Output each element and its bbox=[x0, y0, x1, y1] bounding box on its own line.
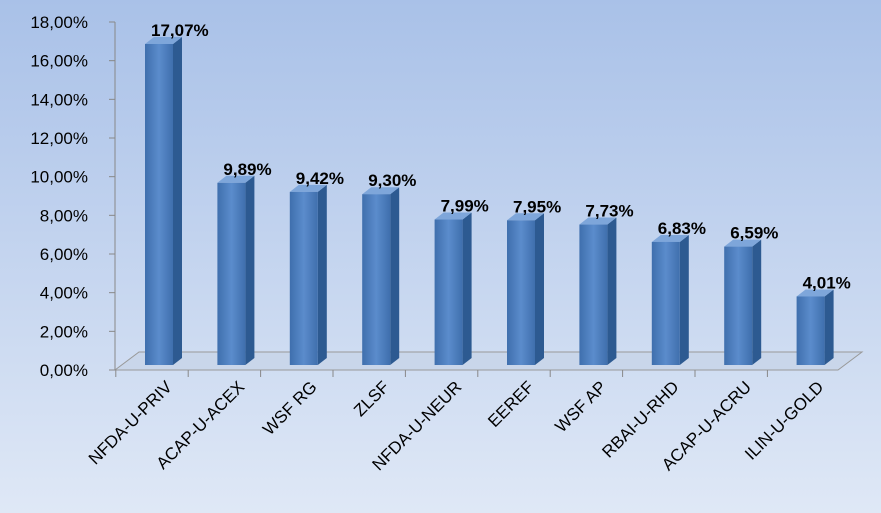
bar-top bbox=[362, 187, 400, 195]
bar-side bbox=[390, 187, 400, 365]
bar-front bbox=[289, 191, 318, 365]
bar-side bbox=[462, 212, 472, 365]
bar bbox=[507, 213, 544, 365]
bar-front bbox=[651, 241, 680, 365]
bar-side bbox=[245, 175, 255, 365]
data-label: 9,42% bbox=[296, 169, 344, 188]
bar-top bbox=[145, 36, 182, 44]
bar-top bbox=[796, 289, 834, 297]
data-label: 7,73% bbox=[585, 202, 633, 221]
bar-side bbox=[752, 239, 762, 365]
y-tick-label: 2,00% bbox=[40, 322, 88, 341]
bar-top bbox=[507, 213, 544, 221]
bar-top bbox=[651, 234, 689, 242]
bar bbox=[579, 217, 617, 365]
data-label: 4,01% bbox=[803, 273, 851, 292]
bar bbox=[724, 239, 762, 365]
bar-front bbox=[434, 219, 463, 365]
bar-top bbox=[724, 239, 762, 247]
y-tick-label: 6,00% bbox=[40, 245, 88, 264]
bar-top bbox=[434, 212, 472, 220]
data-label: 6,59% bbox=[730, 224, 778, 243]
data-label: 7,99% bbox=[441, 197, 489, 216]
bar-side bbox=[824, 289, 834, 365]
data-label: 9,89% bbox=[223, 160, 271, 179]
bar-top bbox=[217, 175, 255, 183]
bar bbox=[796, 289, 834, 365]
bar bbox=[217, 175, 255, 365]
y-tick-label: 18,00% bbox=[30, 13, 88, 32]
bar-front bbox=[217, 182, 246, 365]
data-label: 9,30% bbox=[368, 171, 416, 190]
bar-side bbox=[679, 234, 689, 365]
bar-top bbox=[579, 217, 617, 225]
bar-front bbox=[362, 194, 391, 365]
bar-front bbox=[507, 220, 535, 365]
bar-front bbox=[796, 296, 825, 365]
bar-front bbox=[145, 43, 173, 365]
data-label: 17,07% bbox=[151, 21, 209, 40]
bar-side bbox=[607, 217, 617, 365]
y-tick-label: 16,00% bbox=[30, 52, 88, 71]
y-tick-label: 14,00% bbox=[30, 90, 88, 109]
bar bbox=[651, 234, 689, 365]
bar-side bbox=[173, 36, 182, 365]
y-tick-label: 8,00% bbox=[40, 206, 88, 225]
bar bbox=[362, 187, 400, 365]
y-tick-label: 10,00% bbox=[30, 168, 88, 187]
bar-front bbox=[579, 224, 608, 365]
bar-top bbox=[289, 184, 327, 192]
data-label: 6,83% bbox=[658, 219, 706, 238]
y-tick-label: 0,00% bbox=[40, 361, 88, 380]
bar-side bbox=[317, 184, 327, 365]
bar bbox=[289, 184, 327, 365]
bar bbox=[145, 36, 182, 365]
y-tick-label: 4,00% bbox=[40, 284, 88, 303]
bar-side bbox=[535, 213, 544, 365]
data-label: 7,95% bbox=[513, 197, 561, 216]
bar-front bbox=[724, 246, 753, 365]
y-tick-label: 12,00% bbox=[30, 129, 88, 148]
bar bbox=[434, 212, 472, 365]
